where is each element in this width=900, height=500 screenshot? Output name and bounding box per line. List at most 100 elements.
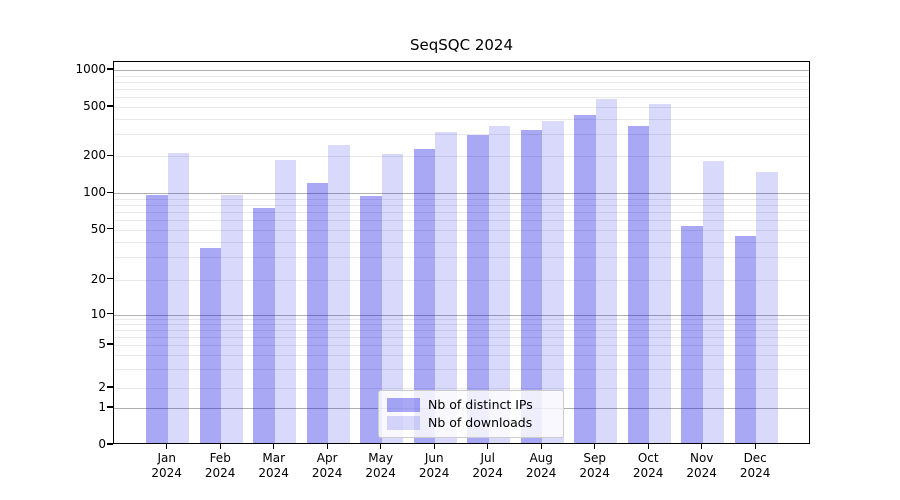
x-tick-mark bbox=[219, 444, 221, 449]
x-tick-month: Nov bbox=[689, 451, 714, 465]
chart-title: SeqSQC 2024 bbox=[409, 36, 513, 54]
x-tick-year: 2024 bbox=[151, 466, 182, 480]
legend: Nb of distinct IPs Nb of downloads bbox=[378, 390, 564, 438]
x-axis-tick-label: Feb 2024 bbox=[190, 451, 250, 481]
bar-downloads-nov bbox=[702, 160, 725, 443]
y-axis-tick-label: 1000 bbox=[75, 62, 106, 76]
y-tick-mark bbox=[107, 406, 113, 408]
bar-downloads-jun bbox=[435, 132, 457, 443]
x-axis-tick-label: Aug 2024 bbox=[511, 451, 571, 481]
bar-distinct-ips-jun bbox=[413, 149, 436, 443]
x-tick-year: 2024 bbox=[686, 466, 717, 480]
y-axis-tick-label: 500 bbox=[83, 99, 106, 114]
major-gridline bbox=[114, 193, 809, 195]
major-gridline bbox=[114, 314, 809, 316]
x-axis-tick-label: Oct 2024 bbox=[618, 451, 678, 481]
x-tick-year: 2024 bbox=[579, 466, 610, 480]
x-tick-mark bbox=[487, 444, 489, 449]
legend-label: Nb of distinct IPs bbox=[428, 397, 533, 412]
bar-downloads-mar bbox=[274, 159, 297, 443]
legend-item: Nb of downloads bbox=[387, 416, 555, 430]
y-tick-mark bbox=[107, 312, 113, 315]
bar-distinct-ips-mar bbox=[253, 208, 275, 443]
y-axis-tick-label: 100 bbox=[83, 185, 106, 200]
bar-distinct-ips-aug bbox=[520, 129, 543, 443]
minor-gridline bbox=[114, 119, 809, 121]
bar-distinct-ips-jan bbox=[146, 195, 168, 443]
bar-distinct-ips-apr bbox=[306, 182, 329, 443]
y-axis-tick-label: 1 bbox=[98, 400, 106, 414]
minor-gridline bbox=[114, 89, 809, 91]
minor-gridline bbox=[114, 81, 809, 83]
y-axis-tick-label: 20 bbox=[90, 271, 106, 286]
minor-gridline bbox=[114, 107, 809, 109]
x-tick-month: Jul bbox=[480, 451, 495, 465]
minor-gridline bbox=[114, 156, 809, 158]
y-axis-tick-label: 5 bbox=[98, 337, 106, 351]
minor-gridline bbox=[114, 279, 809, 281]
x-tick-mark bbox=[433, 444, 435, 449]
x-tick-year: 2024 bbox=[739, 466, 771, 480]
y-axis-tick-label: 200 bbox=[83, 148, 106, 163]
y-tick-mark bbox=[107, 443, 113, 445]
x-tick-mark bbox=[701, 444, 703, 449]
minor-gridline bbox=[114, 204, 809, 206]
x-tick-mark bbox=[594, 444, 596, 449]
x-tick-year: 2024 bbox=[365, 466, 396, 480]
y-axis-tick-label: 0 bbox=[98, 437, 106, 451]
x-tick-year: 2024 bbox=[472, 466, 503, 480]
minor-gridline bbox=[114, 211, 809, 213]
y-tick-mark bbox=[107, 386, 113, 388]
x-tick-mark bbox=[273, 444, 275, 449]
bar-distinct-ips-jul bbox=[467, 134, 489, 443]
x-tick-month: Apr bbox=[316, 451, 338, 465]
y-tick-mark bbox=[107, 343, 113, 345]
x-axis-tick-label: Jun 2024 bbox=[404, 451, 464, 481]
x-tick-month: Oct bbox=[637, 451, 659, 465]
x-tick-month: Dec bbox=[743, 451, 767, 465]
x-tick-year: 2024 bbox=[632, 466, 664, 480]
bar-downloads-may bbox=[381, 154, 404, 443]
y-tick-mark bbox=[107, 277, 113, 280]
bar-distinct-ips-oct bbox=[627, 125, 650, 443]
minor-gridline bbox=[114, 355, 809, 357]
minor-gridline bbox=[114, 336, 809, 338]
x-tick-month: Aug bbox=[529, 451, 553, 465]
y-tick-mark bbox=[107, 191, 113, 193]
x-axis-tick-label: Jan 2024 bbox=[137, 451, 197, 481]
bar-downloads-apr bbox=[328, 144, 350, 443]
bar-downloads-sep bbox=[595, 98, 618, 443]
x-tick-mark bbox=[540, 444, 542, 449]
bar-downloads-jul bbox=[488, 126, 511, 443]
x-tick-year: 2024 bbox=[311, 466, 343, 480]
minor-gridline bbox=[114, 75, 809, 77]
x-tick-month: May bbox=[368, 451, 394, 465]
y-tick-mark bbox=[107, 105, 113, 107]
minor-gridline bbox=[114, 241, 809, 243]
x-axis-tick-label: Nov 2024 bbox=[672, 451, 732, 481]
minor-gridline bbox=[114, 229, 809, 231]
x-tick-year: 2024 bbox=[204, 466, 236, 480]
minor-gridline bbox=[114, 388, 809, 389]
minor-gridline bbox=[114, 368, 809, 370]
x-tick-year: 2024 bbox=[418, 466, 450, 480]
x-tick-month: Sep bbox=[583, 451, 606, 465]
bar-downloads-jan bbox=[167, 153, 190, 443]
minor-gridline bbox=[114, 330, 809, 332]
bar-distinct-ips-sep bbox=[574, 114, 596, 443]
x-tick-mark bbox=[754, 444, 756, 449]
plot-area bbox=[113, 61, 810, 444]
major-gridline bbox=[114, 70, 809, 71]
legend-item: Nb of distinct IPs bbox=[387, 398, 555, 412]
x-tick-mark bbox=[380, 444, 382, 449]
y-axis-tick-label: 2 bbox=[98, 380, 106, 394]
x-axis-tick-label: Mar 2024 bbox=[244, 451, 304, 481]
bar-downloads-aug bbox=[542, 120, 564, 443]
x-tick-month: Jun bbox=[424, 451, 444, 465]
bar-downloads-feb bbox=[221, 195, 243, 443]
legend-label: Nb of downloads bbox=[428, 415, 533, 430]
x-tick-mark bbox=[647, 444, 649, 449]
bar-distinct-ips-nov bbox=[681, 225, 703, 443]
y-axis-tick-label: 50 bbox=[90, 221, 106, 236]
